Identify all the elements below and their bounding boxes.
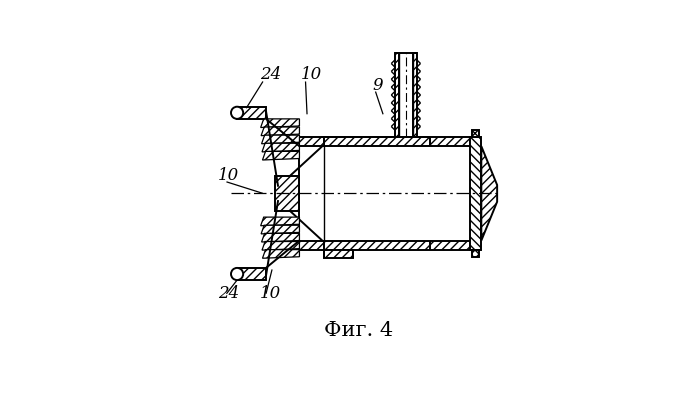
Text: 9: 9 [372, 77, 383, 94]
Circle shape [231, 268, 243, 280]
Polygon shape [262, 151, 300, 160]
Polygon shape [470, 137, 482, 250]
Polygon shape [395, 53, 399, 137]
Polygon shape [262, 135, 300, 144]
Text: 24: 24 [218, 285, 239, 302]
Text: Фиг. 4: Фиг. 4 [324, 321, 393, 340]
Polygon shape [262, 250, 300, 258]
Polygon shape [322, 241, 470, 250]
Text: 10: 10 [260, 285, 281, 302]
Polygon shape [237, 268, 266, 280]
Polygon shape [262, 143, 300, 152]
Polygon shape [261, 127, 300, 135]
Polygon shape [275, 176, 300, 211]
Polygon shape [262, 241, 300, 250]
Text: 24: 24 [260, 66, 281, 83]
Polygon shape [472, 250, 480, 257]
Polygon shape [260, 217, 300, 226]
Polygon shape [261, 225, 300, 234]
Text: 10: 10 [301, 66, 322, 83]
Circle shape [231, 107, 243, 119]
Polygon shape [472, 130, 480, 137]
Polygon shape [260, 119, 300, 128]
Polygon shape [322, 137, 470, 146]
Polygon shape [412, 53, 416, 137]
Polygon shape [300, 137, 324, 146]
Text: 10: 10 [218, 167, 239, 184]
Polygon shape [262, 233, 300, 242]
Polygon shape [300, 241, 324, 250]
Polygon shape [482, 146, 497, 241]
Polygon shape [324, 250, 353, 258]
Polygon shape [237, 107, 266, 119]
